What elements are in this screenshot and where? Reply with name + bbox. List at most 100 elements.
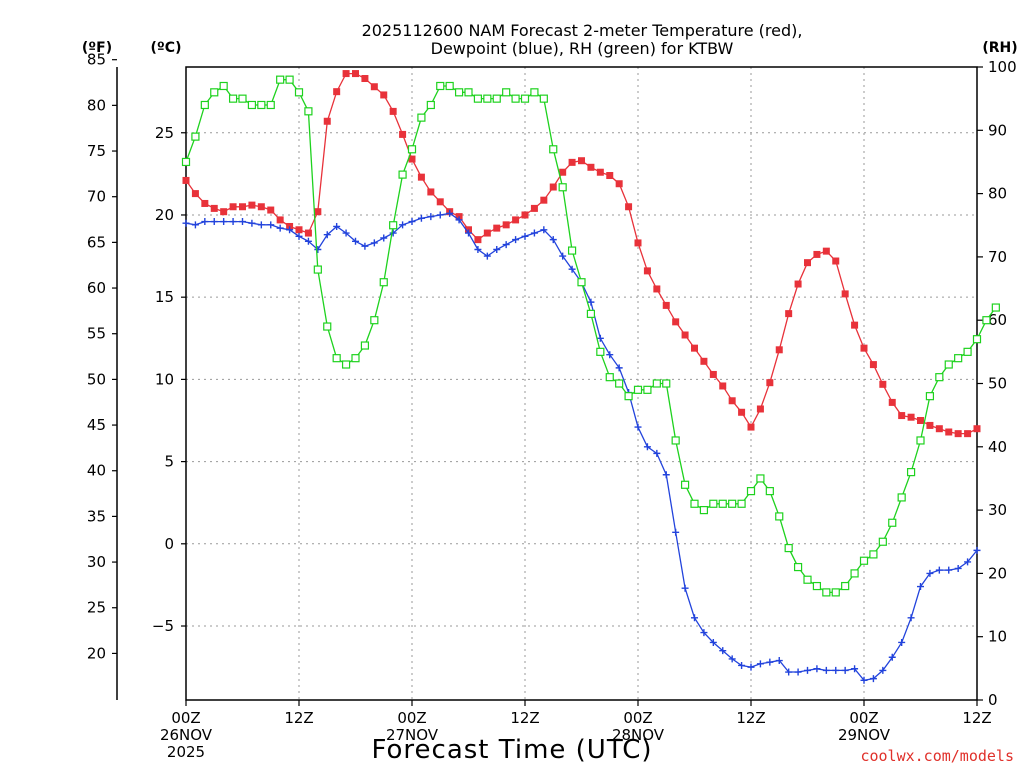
rh-point: [718, 499, 727, 508]
x-tick-label: 00Z: [397, 709, 426, 727]
fahrenheit-tick-label: 55: [87, 325, 106, 343]
fahrenheit-tick-label: 45: [87, 416, 106, 434]
celsius-tick-label: 20: [155, 206, 174, 224]
rh-point: [407, 145, 417, 154]
temperature-point: [380, 91, 388, 99]
temperature-point: [361, 75, 369, 83]
rh-point: [925, 392, 935, 401]
rh-tick-label: 60: [988, 311, 1007, 329]
temperature-point: [304, 229, 312, 237]
temperature-point: [681, 331, 689, 339]
x-tick-label: 00Z: [623, 709, 652, 727]
rh-point: [492, 94, 501, 103]
rh-point: [982, 316, 991, 325]
rh-point: [530, 88, 539, 97]
rh-point: [709, 499, 718, 508]
fahrenheit-tick-label: 70: [87, 188, 106, 206]
dewpoint-point: [804, 666, 811, 674]
dewpoint-point: [738, 661, 746, 669]
dewpoint-point: [954, 564, 962, 572]
rh-point: [247, 100, 257, 110]
dewpoint-point: [841, 666, 849, 674]
rh-point: [473, 94, 483, 103]
dewpoint-point: [728, 655, 736, 663]
rh-point: [596, 347, 605, 356]
rh-point: [558, 183, 567, 192]
dewpoint-point: [888, 653, 896, 661]
dewpoint-point: [521, 232, 529, 240]
dewpoint-point: [794, 668, 802, 676]
rh-line: [185, 79, 997, 594]
rh-point: [379, 278, 388, 287]
temperature-point: [907, 413, 915, 421]
temperature-point: [370, 83, 378, 91]
rh-point: [417, 113, 426, 122]
fahrenheit-tick-label: 80: [87, 96, 106, 114]
rh-point: [332, 354, 341, 363]
rh-point: [454, 88, 464, 97]
rh-point: [812, 581, 822, 591]
rh-point: [370, 316, 379, 325]
dewpoint-point: [643, 443, 651, 451]
dewpoint-point: [361, 242, 369, 250]
temperature-point: [964, 430, 972, 438]
rh-point: [680, 480, 690, 489]
temperature-point: [182, 176, 190, 184]
dewpoint-point: [719, 647, 727, 655]
rh-point: [351, 354, 360, 363]
dewpoint-point: [860, 676, 868, 684]
credit-text: coolwx.com/models: [860, 747, 1014, 765]
rh-point: [426, 100, 435, 110]
dewpoint-point: [540, 226, 548, 234]
rh-tick-label: 0: [988, 691, 998, 709]
dewpoint-point: [380, 234, 388, 242]
temperature-point: [596, 168, 604, 176]
dewpoint-point: [662, 471, 670, 479]
celsius-tick-label: 15: [155, 288, 174, 306]
temperature-point: [436, 198, 444, 206]
rh-tick-label: 90: [988, 121, 1007, 139]
temperature-point: [210, 204, 218, 212]
temperature-point: [672, 318, 680, 326]
chart-title-line-1: 2025112600 NAM Forecast 2-meter Temperat…: [362, 21, 803, 40]
fahrenheit-tick-label: 30: [87, 553, 106, 571]
dewpoint-point: [851, 665, 859, 673]
dewpoint-point: [568, 265, 576, 273]
temperature-point: [625, 203, 633, 211]
x-axis-title: Forecast Time (UTC): [371, 735, 652, 765]
chart-title-line-2: Dewpoint (blue), RH (green) for KTBW: [431, 39, 734, 58]
temperature-point: [267, 206, 275, 214]
temperature-point: [493, 224, 501, 232]
rh-tick-label: 70: [988, 248, 1007, 266]
rh-point: [511, 94, 520, 103]
temperature-point: [945, 428, 953, 436]
temperature-point: [342, 70, 350, 78]
rh-point: [624, 392, 633, 401]
rh-point: [935, 373, 944, 382]
temperature-point: [700, 357, 708, 365]
rh-point: [586, 309, 596, 318]
rh-point: [841, 581, 850, 591]
dewpoint-point: [973, 546, 981, 554]
celsius-tick-label: −5: [152, 617, 174, 635]
dewpoint-point: [935, 566, 943, 574]
rh-point: [869, 550, 878, 559]
x-tick-label: 00Z: [849, 709, 878, 727]
rh-point: [671, 436, 680, 445]
dewpoint-point: [455, 216, 463, 224]
rh-tick-label: 30: [988, 501, 1007, 519]
dewpoint-point: [869, 675, 877, 683]
dewpoint-point: [276, 224, 284, 232]
temperature-point: [314, 208, 322, 216]
temperature-series: [182, 70, 981, 438]
fahrenheit-tick-label: 20: [87, 644, 106, 662]
rh-point: [803, 575, 812, 584]
temperature-point: [248, 201, 256, 209]
dewpoint-point: [907, 614, 915, 622]
fahrenheit-tick-label: 25: [87, 599, 106, 617]
temperature-point: [756, 405, 764, 413]
rh-tick-label: 80: [988, 185, 1007, 203]
dewpoint-point: [304, 237, 312, 245]
rh-point: [662, 379, 671, 388]
celsius-tick-label: 0: [164, 535, 174, 553]
